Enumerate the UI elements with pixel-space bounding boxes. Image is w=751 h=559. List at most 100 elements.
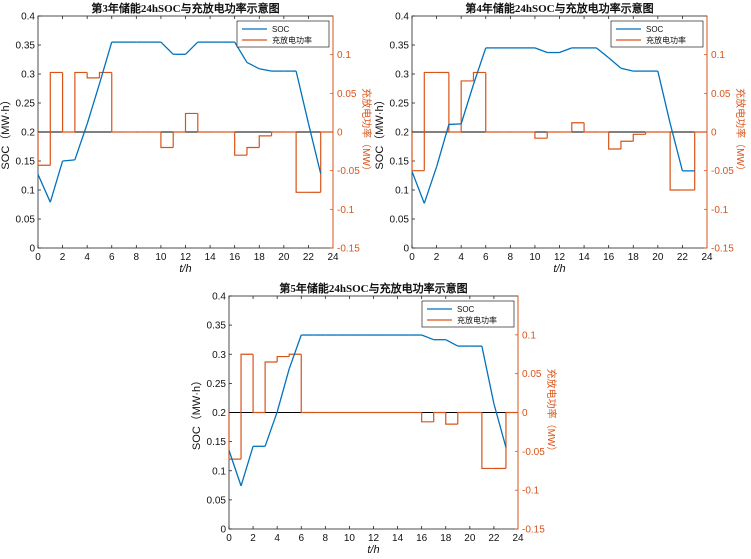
- y-left-tick-label: 0.2: [21, 128, 35, 139]
- y-right-tick-label: 0: [522, 408, 528, 419]
- x-tick-label: 14: [579, 252, 591, 263]
- power-step: [86, 72, 100, 79]
- x-tick-label: 12: [554, 252, 566, 263]
- x-tick-label: 24: [701, 252, 713, 263]
- power-step: [288, 353, 302, 357]
- power-step: [571, 122, 585, 132]
- soc-segment: [240, 446, 254, 487]
- power-step: [295, 132, 309, 193]
- legend-box: [421, 300, 515, 328]
- y-left-tick-label: 0.25: [390, 99, 410, 110]
- legend-label-soc: SOC: [646, 25, 664, 34]
- soc-segment: [37, 174, 51, 203]
- power-step: [258, 135, 272, 148]
- power-step: [505, 411, 518, 469]
- y-left-tick-label: 0.25: [207, 379, 227, 390]
- x-tick-label: 4: [84, 252, 90, 263]
- x-tick-label: 0: [409, 252, 415, 263]
- soc-segment: [411, 171, 425, 204]
- x-tick-label: 22: [303, 252, 315, 263]
- power-step: [228, 412, 242, 460]
- x-tick-label: 12: [368, 533, 380, 544]
- power-step: [197, 113, 211, 133]
- y-left-tick-label: 0.25: [16, 99, 36, 110]
- soc-segment: [98, 41, 113, 85]
- power-step: [74, 71, 88, 132]
- x-tick-label: 6: [298, 533, 304, 544]
- x-tick-label: 0: [35, 252, 41, 263]
- y-right-tick-label: -0.15: [711, 244, 734, 255]
- y-right-tick-label: 0.05: [337, 89, 357, 100]
- power-step: [481, 412, 494, 470]
- soc-segment: [608, 57, 622, 69]
- chart-title: 第3年储能24hSOC与充放电功率示意图: [91, 1, 279, 15]
- soc-segment: [264, 411, 278, 447]
- x-tick-label: 6: [483, 252, 489, 263]
- y-right-tick-label: -0.1: [522, 486, 540, 497]
- y-left-axis-label: SOC（MW·h）: [373, 94, 386, 169]
- soc-segment: [246, 61, 260, 70]
- soc-segment: [657, 70, 671, 124]
- y-right-tick-label: -0.05: [337, 166, 360, 177]
- power-step: [583, 122, 597, 133]
- power-step: [276, 355, 290, 363]
- y-left-tick-label: 0.3: [212, 350, 226, 361]
- soc-segment: [423, 166, 438, 204]
- power-step: [172, 131, 186, 148]
- soc-segment: [185, 41, 199, 55]
- soc-segment: [421, 334, 434, 341]
- x-tick-label: 10: [344, 533, 356, 544]
- y-right-tick-label: -0.15: [337, 244, 360, 255]
- soc-segment: [445, 339, 459, 347]
- x-tick-label: 4: [274, 533, 280, 544]
- x-tick-label: 20: [652, 252, 664, 263]
- chart-title: 第4年储能24hSOC与充放电功率示意图: [465, 1, 653, 15]
- y-left-tick-label: 0.1: [21, 186, 35, 197]
- power-step: [546, 131, 560, 139]
- power-step: [448, 72, 462, 133]
- power-step: [98, 71, 112, 78]
- soc-segment: [288, 334, 302, 370]
- y-left-tick-label: 0: [29, 244, 35, 255]
- power-step: [620, 140, 634, 150]
- y-left-tick-label: 0.3: [395, 70, 409, 81]
- y-left-tick-label: 0.2: [395, 128, 409, 139]
- x-axis-label: t/h: [367, 544, 379, 556]
- x-tick-label: 10: [529, 252, 541, 263]
- y-left-tick-label: 0.35: [16, 41, 36, 52]
- x-tick-label: 16: [603, 252, 615, 263]
- x-tick-label: 20: [278, 252, 290, 263]
- power-step: [460, 80, 474, 132]
- x-tick-label: 24: [327, 252, 339, 263]
- x-axis-label: t/h: [553, 263, 565, 275]
- power-step: [37, 132, 51, 166]
- power-step: [111, 72, 125, 133]
- power-step: [472, 71, 486, 81]
- power-step: [49, 71, 63, 166]
- y-left-tick-label: 0.15: [16, 157, 36, 168]
- y-left-tick-label: 0.05: [207, 495, 227, 506]
- power-step: [252, 354, 266, 414]
- soc-segment: [595, 47, 610, 59]
- x-tick-label: 0: [226, 533, 232, 544]
- power-step: [160, 132, 174, 149]
- power-step: [246, 146, 260, 156]
- y-left-tick-label: 0.4: [395, 12, 409, 23]
- x-tick-label: 22: [488, 533, 500, 544]
- x-tick-label: 18: [254, 252, 266, 263]
- y-left-tick-label: 0.05: [16, 215, 36, 226]
- soc-segment: [534, 47, 548, 54]
- x-tick-label: 8: [134, 252, 140, 263]
- power-step: [644, 131, 658, 135]
- x-tick-label: 16: [229, 252, 241, 263]
- x-tick-label: 14: [392, 533, 404, 544]
- power-step: [423, 71, 437, 171]
- y-right-tick-label: -0.1: [337, 205, 355, 216]
- y-right-tick-label: -0.15: [522, 525, 545, 536]
- y-right-axis-label: 充放电功率（MW）: [545, 369, 558, 457]
- soc-segment: [307, 123, 322, 174]
